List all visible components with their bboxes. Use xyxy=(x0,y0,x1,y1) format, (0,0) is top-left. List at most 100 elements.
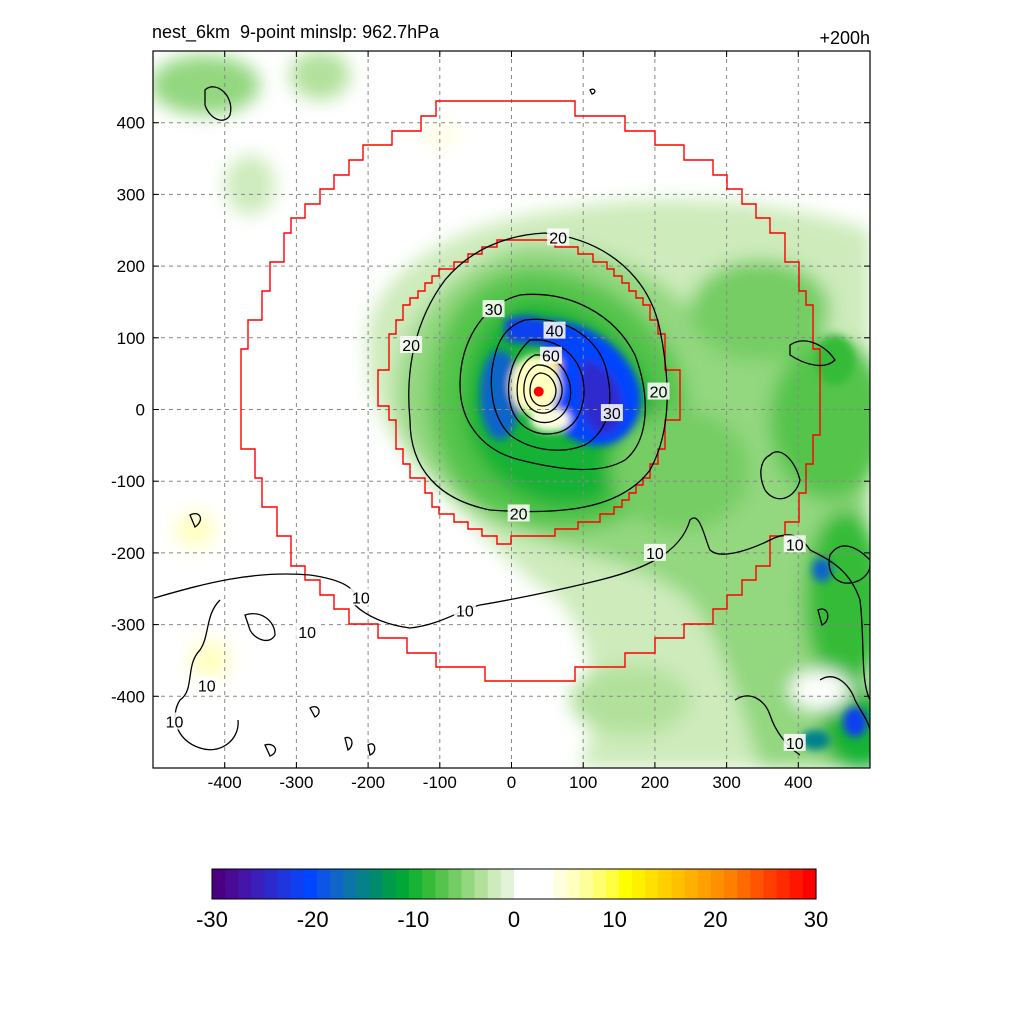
x-tick-label: -400 xyxy=(208,773,242,792)
contour-label-bg xyxy=(400,335,423,353)
contour-label-bg xyxy=(349,588,372,606)
contour-10-small-7 xyxy=(817,608,829,626)
colorbar-swatch xyxy=(290,869,305,899)
colorbar-tick-label: -30 xyxy=(196,907,228,932)
colorbar-swatch xyxy=(697,869,712,899)
contour-label: 10 xyxy=(786,537,804,554)
y-tick-label: 100 xyxy=(117,329,145,348)
x-axis: -400 -300 -200 -100 0 100 200 300 400 xyxy=(208,51,812,792)
contour-label: 10 xyxy=(352,590,370,607)
colorbar-swatch xyxy=(619,869,633,899)
y-axis: 400 300 200 100 0 -100 -200 -300 -400 xyxy=(111,114,870,706)
colorbar-swatch xyxy=(500,869,515,899)
colorbar-swatch xyxy=(632,869,646,899)
contour-label-bg xyxy=(163,712,186,730)
colorbar-swatch xyxy=(422,869,436,899)
colorbar-swatch xyxy=(527,869,541,899)
colorbar-swatch xyxy=(724,869,738,899)
colorbar-swatch xyxy=(671,869,686,899)
y-tick-label: 0 xyxy=(136,401,145,420)
colorbar-swatch xyxy=(461,869,476,899)
contour-10-blob-1 xyxy=(244,613,276,642)
contour-label: 40 xyxy=(546,324,564,341)
y-tick-label: 200 xyxy=(117,257,145,276)
contour-label-bg xyxy=(543,321,566,339)
contour-10-small-2 xyxy=(344,736,353,752)
colorbar-tick-label: -20 xyxy=(297,907,329,932)
colorbar-swatch xyxy=(382,869,397,899)
contour-10-small-6 xyxy=(589,88,596,95)
x-tick-label: -100 xyxy=(423,773,457,792)
colorbar-swatch xyxy=(658,869,673,899)
contour-10-small-3 xyxy=(367,743,376,756)
contour-label: 30 xyxy=(603,406,621,423)
contour-label: 10 xyxy=(646,546,664,563)
colorbar-swatch xyxy=(225,869,239,899)
colorbar-swatch xyxy=(448,869,463,899)
contour-label: 10 xyxy=(298,625,316,642)
colorbar-swatch xyxy=(356,869,371,899)
contour-label-bg xyxy=(643,543,666,561)
contour-10-small-4 xyxy=(309,706,320,718)
contour-label-bg xyxy=(547,228,570,246)
colorbar-swatch xyxy=(540,869,554,899)
contour-label-bg xyxy=(647,382,670,400)
contour-label: 20 xyxy=(510,506,528,523)
colorbar-swatch xyxy=(789,869,804,899)
colorbar-swatch xyxy=(277,869,292,899)
contour-label: 20 xyxy=(549,230,567,247)
colorbar: -30 -20 -10 0 10 20 30 xyxy=(196,868,828,932)
colorbar-tick-label: 20 xyxy=(703,907,727,932)
contour-10-west-loop xyxy=(174,599,239,751)
colorbar-swatch xyxy=(343,869,358,899)
colorbar-swatch xyxy=(369,869,384,899)
contour-label-bg xyxy=(482,300,505,318)
contour-label-bg xyxy=(539,346,562,364)
inner-domain-outline xyxy=(377,239,681,545)
colorbar-swatch xyxy=(645,869,660,899)
storm-center-marker xyxy=(533,386,544,397)
shaded-field xyxy=(153,51,870,768)
colorbar-swatch xyxy=(303,869,318,899)
colorbar-frame xyxy=(211,868,817,900)
contour-label: 60 xyxy=(542,349,560,366)
contour-label: 20 xyxy=(402,338,420,355)
colorbar-swatch xyxy=(605,869,620,899)
y-tick-label: -100 xyxy=(111,472,145,491)
contour-label: 10 xyxy=(456,603,474,620)
colorbar-swatch xyxy=(251,869,266,899)
contour-label-bg xyxy=(296,622,319,640)
forecast-hour-label: +200h xyxy=(819,28,870,48)
colorbar-swatch xyxy=(435,869,449,899)
contour-30 xyxy=(459,293,646,471)
contour-label: 10 xyxy=(786,736,804,753)
outer-domain-outline xyxy=(240,100,821,682)
colorbar-swatch xyxy=(474,869,489,899)
contour-10-blob-3 xyxy=(789,340,836,367)
y-tick-label: -300 xyxy=(111,616,145,635)
contour-label-bg xyxy=(453,601,476,619)
colorbar-swatch xyxy=(750,869,765,899)
x-tick-label: -200 xyxy=(351,773,385,792)
contour-label-bg xyxy=(507,504,530,522)
colorbar-tick-label: 30 xyxy=(804,907,828,932)
colorbar-swatch xyxy=(264,869,279,899)
colorbar-swatch xyxy=(238,869,252,899)
y-tick-label: -200 xyxy=(111,544,145,563)
contour-50 xyxy=(507,339,585,435)
contour-label: 20 xyxy=(650,385,668,402)
colorbar-swatch xyxy=(802,869,817,899)
colorbar-swatch xyxy=(317,869,331,899)
contour-label: 30 xyxy=(485,302,503,319)
contour-label-bg xyxy=(600,404,623,422)
contour-10-small-1 xyxy=(189,513,202,528)
x-tick-label: 400 xyxy=(784,773,812,792)
contour-10-southeast-2 xyxy=(819,676,870,731)
colorbar-swatch xyxy=(776,869,791,899)
y-tick-label: 400 xyxy=(117,114,145,133)
colorbar-swatch xyxy=(330,869,344,899)
colorbar-swatch xyxy=(514,869,528,899)
colorbar-swatch xyxy=(395,869,410,899)
contour-labels: 20 30 40 20 20 30 60 20 10 10 10 10 10 10 10 10 xyxy=(163,228,806,753)
